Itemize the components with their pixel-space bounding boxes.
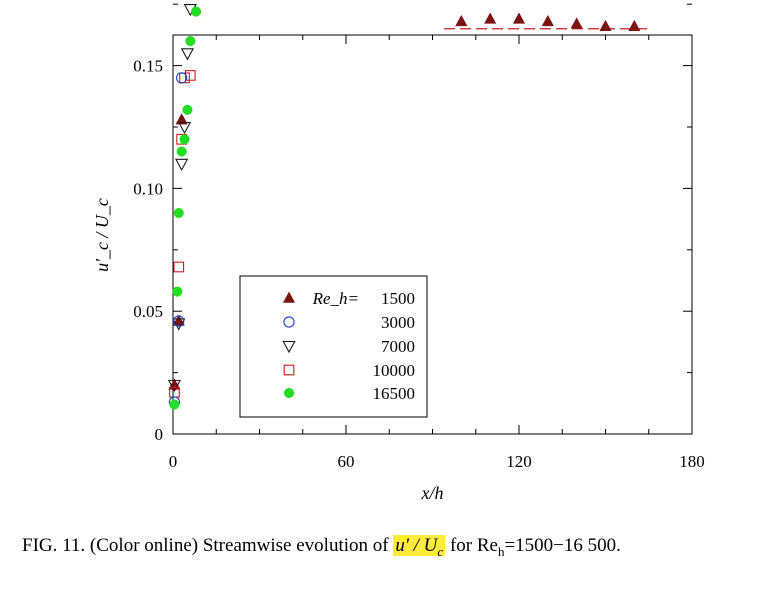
legend-marker-7000	[282, 340, 296, 354]
data-point-16500	[179, 134, 190, 145]
data-point-7000	[175, 158, 189, 171]
y-tick-label: 0.15	[133, 57, 163, 76]
x-tick-label: 60	[338, 452, 355, 471]
data-point-16500	[173, 207, 184, 219]
data-point-3000	[173, 315, 185, 327]
legend-label-3000: 3000	[381, 313, 415, 332]
data-point-3000	[175, 72, 188, 84]
figure-caption: FIG. 11. (Color online) Streamwise evolu…	[22, 532, 762, 565]
data-points	[167, 0, 641, 410]
legend-marker-3000	[283, 316, 295, 328]
data-point-16500	[169, 399, 180, 410]
caption-tail: =1500−16 500.	[504, 535, 621, 556]
data-point-16500	[182, 104, 193, 115]
data-point-16500	[191, 6, 202, 17]
data-point-7000	[177, 121, 192, 135]
x-tick-label: 120	[506, 452, 532, 471]
data-point-1500	[541, 14, 554, 27]
data-point-10000	[179, 72, 190, 84]
legend-marker-1500	[282, 291, 296, 303]
data-point-1500	[172, 314, 185, 326]
data-point-16500	[185, 35, 196, 47]
legend-box	[239, 275, 428, 418]
x-axis-label: x/h	[421, 483, 444, 503]
data-point-16500	[172, 286, 183, 297]
data-point-1500	[570, 17, 583, 29]
data-point-1500	[628, 19, 641, 32]
legend-title: Re_h=	[312, 289, 359, 308]
caption-lead: FIG. 11. (Color online) Streamwise evolu…	[22, 535, 394, 556]
caption-middle: for Re	[445, 535, 498, 556]
legend-label-1500: 1500	[381, 289, 415, 308]
data-point-16500	[176, 146, 187, 157]
plot-frame-group	[172, 3, 693, 435]
data-point-10000	[173, 261, 185, 273]
data-point-1500	[599, 19, 612, 32]
caption-variable: u' / U	[395, 535, 438, 556]
y-tick-label: 0	[155, 425, 164, 444]
data-point-1500	[484, 12, 497, 24]
caption-variable-highlight: u' / Uc	[393, 535, 446, 559]
legend-marker-10000	[283, 364, 295, 376]
axes-labels: 00.050.100.150.200.250.30060120180x/hu'_…	[92, 57, 705, 503]
data-point-1500	[455, 14, 468, 27]
legend-label-16500: 16500	[373, 384, 416, 403]
reference-lines	[444, 28, 649, 30]
x-tick-label: 180	[679, 452, 705, 471]
y-tick-label: 0.10	[133, 179, 163, 198]
legend-label-10000: 10000	[373, 361, 416, 380]
data-point-1500	[175, 113, 188, 125]
x-tick-label: 0	[169, 452, 178, 471]
legend: 1500 3000 7000 10000 16500 Re_h=	[239, 275, 428, 418]
y-tick-label: 0.05	[133, 302, 163, 321]
data-point-1500	[512, 12, 526, 24]
caption-middle-sub: h	[497, 543, 505, 559]
y-axis-label: u'_c / U_c	[92, 198, 112, 272]
data-point-7000	[180, 48, 195, 61]
data-point-7000	[172, 318, 186, 331]
data-point-7000	[167, 379, 182, 393]
legend-label-7000: 7000	[381, 337, 415, 356]
chart: 00.050.100.150.200.250.30060120180x/hu'_…	[92, 0, 705, 503]
legend-marker-16500	[283, 387, 295, 399]
caption-variable-sub: c	[437, 543, 444, 559]
